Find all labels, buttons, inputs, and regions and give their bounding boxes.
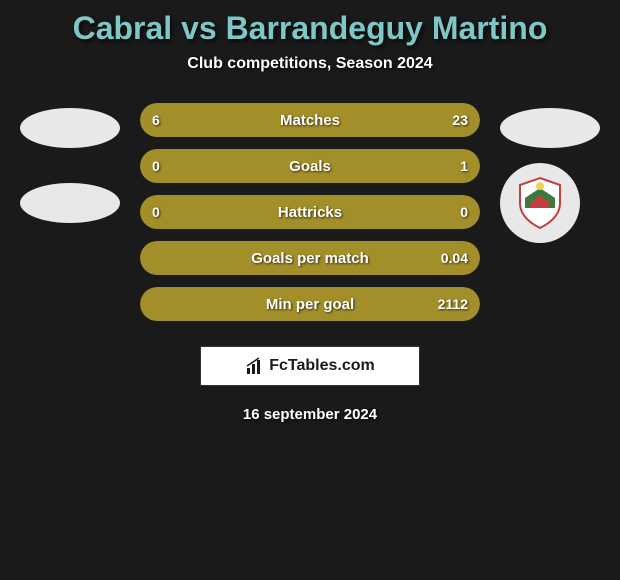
right-badge-2: [500, 163, 580, 243]
stats-rows: 6 Matches 23 0 Goals 1 0 Hattricks 0 Goals per ma…: [140, 103, 480, 321]
stat-value-right: 0.04: [441, 250, 468, 266]
right-badges-column: [500, 108, 600, 243]
stat-label: Goals: [289, 158, 331, 175]
stat-value-left: 0: [152, 158, 160, 174]
main-container: Cabral vs Barrandeguy Martino Club compe…: [0, 0, 620, 433]
shield-icon: [510, 173, 570, 233]
left-badge-2: [20, 183, 120, 223]
left-badge-1: [20, 108, 120, 148]
stat-label: Goals per match: [251, 250, 369, 267]
date-text: 16 september 2024: [10, 406, 610, 423]
stat-row: 0 Hattricks 0: [140, 195, 480, 229]
chart-icon: [245, 356, 265, 376]
bar-right: [208, 103, 480, 137]
stat-label: Min per goal: [266, 296, 354, 313]
stat-value-left: 6: [152, 112, 160, 128]
bar-left: [140, 149, 191, 183]
stat-label: Hattricks: [278, 204, 342, 221]
stat-value-right: 1: [460, 158, 468, 174]
stat-value-right: 0: [460, 204, 468, 220]
footer-brand-box: FcTables.com: [200, 346, 420, 386]
stat-row: 6 Matches 23: [140, 103, 480, 137]
comparison-area: 6 Matches 23 0 Goals 1 0 Hattricks 0 Goals per ma…: [10, 103, 610, 321]
bar-right: [191, 149, 480, 183]
stat-row: 0 Goals 1: [140, 149, 480, 183]
footer-brand-text: FcTables.com: [269, 357, 375, 375]
stat-row: Min per goal 2112: [140, 287, 480, 321]
stat-value-left: 0: [152, 204, 160, 220]
stat-value-right: 2112: [438, 296, 468, 312]
right-badge-1: [500, 108, 600, 148]
bar-left: [140, 103, 208, 137]
stat-value-right: 23: [452, 112, 468, 128]
stat-label: Matches: [280, 112, 340, 129]
subtitle: Club competitions, Season 2024: [10, 55, 610, 73]
stat-row: Goals per match 0.04: [140, 241, 480, 275]
left-badges-column: [20, 108, 120, 223]
page-title: Cabral vs Barrandeguy Martino: [10, 10, 610, 47]
